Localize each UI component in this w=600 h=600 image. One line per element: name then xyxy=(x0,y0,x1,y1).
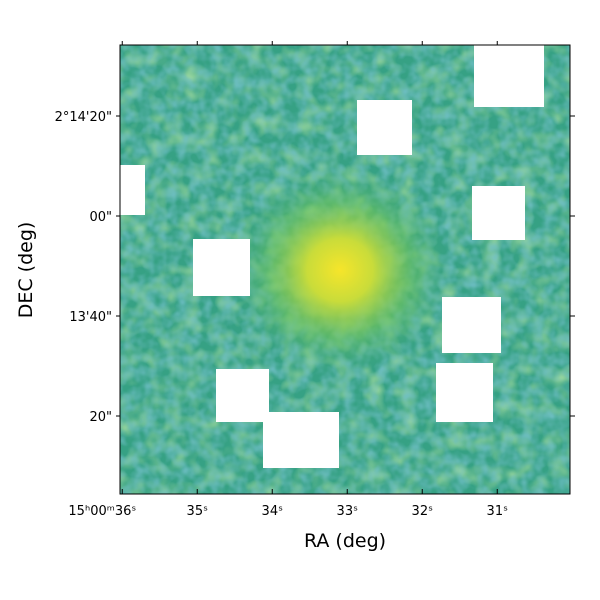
y-tick-label: 20" xyxy=(89,410,112,425)
plot-frame xyxy=(119,44,571,495)
masks xyxy=(120,45,544,468)
x-tick-label: 32ˢ xyxy=(412,504,434,519)
y-axis-label: DEC (deg) xyxy=(15,222,37,319)
x-axis-label: RA (deg) xyxy=(304,530,386,552)
x-tick-label: 31ˢ xyxy=(487,504,509,519)
y-tick-label: 00" xyxy=(89,210,112,225)
image xyxy=(120,45,570,494)
x-tick-label: 35ˢ xyxy=(187,504,209,519)
y-tick-label: 13'40" xyxy=(69,310,112,325)
y-tick-label: 2°14'20" xyxy=(55,110,112,125)
x-tick-label: 34ˢ xyxy=(262,504,284,519)
x-tick-label: 33ˢ xyxy=(337,504,359,519)
x-tick-label: 15ʰ00ᵐ36ˢ xyxy=(68,504,136,519)
